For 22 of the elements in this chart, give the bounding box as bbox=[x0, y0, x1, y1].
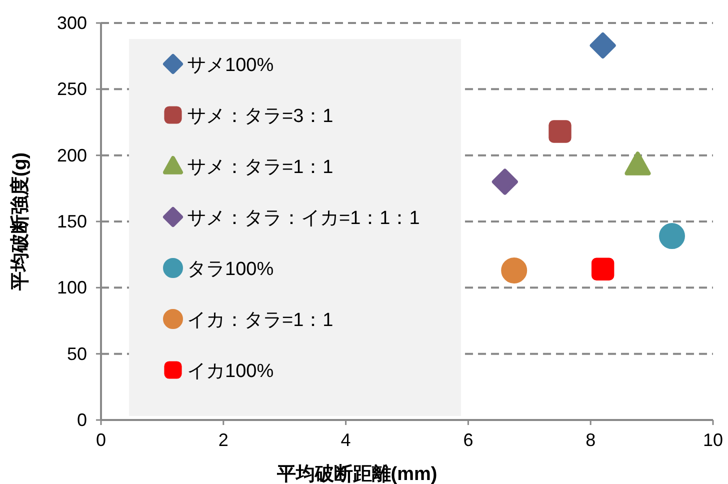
y-tick-label: 100 bbox=[56, 278, 87, 298]
x-tick-label: 0 bbox=[96, 430, 106, 450]
legend-label: サメ100% bbox=[187, 55, 274, 76]
x-axis-title: 平均破断距離(mm) bbox=[276, 463, 438, 484]
x-tick-label: 10 bbox=[702, 430, 724, 450]
x-tick-label: 4 bbox=[340, 430, 351, 450]
x-tick-label: 2 bbox=[218, 430, 228, 450]
y-tick-label: 50 bbox=[66, 344, 87, 364]
legend-label: タラ100% bbox=[187, 259, 274, 280]
legend-label: サメ：タラ=1：1 bbox=[187, 157, 334, 178]
x-tick-label: 8 bbox=[586, 430, 596, 450]
y-tick-label: 150 bbox=[56, 212, 87, 232]
y-tick-label: 200 bbox=[56, 145, 87, 166]
legend-label: イカ：タラ=1：1 bbox=[187, 310, 334, 331]
y-tick-label: 0 bbox=[76, 410, 87, 430]
y-tick-label: 250 bbox=[56, 79, 87, 100]
y-axis-title: 平均破断強度(g) bbox=[9, 152, 31, 292]
legend-label: サメ：タラ：イカ=1：1：1 bbox=[187, 208, 420, 229]
legend-label: サメ：タラ=3：1 bbox=[187, 106, 334, 127]
legend-label: イカ100% bbox=[187, 361, 274, 382]
x-tick-label: 6 bbox=[463, 430, 474, 450]
y-tick-label: 300 bbox=[56, 13, 87, 33]
